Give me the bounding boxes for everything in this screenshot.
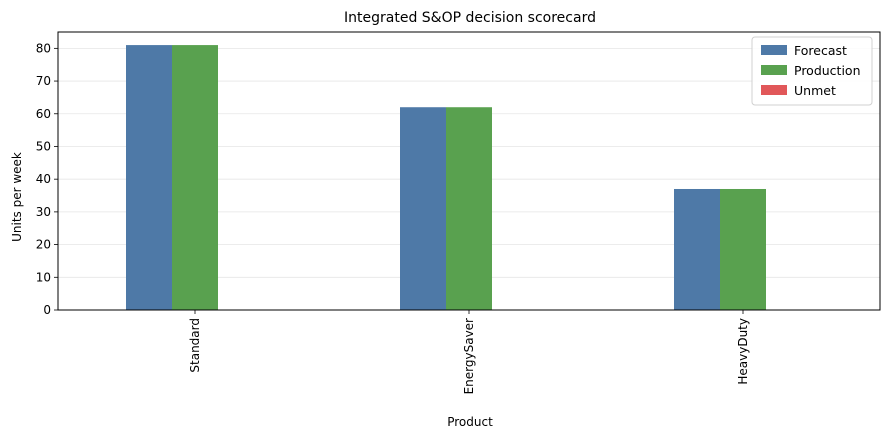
legend-label: Forecast <box>794 43 847 58</box>
bar-production-standard <box>172 45 218 311</box>
legend: Forecast Production Unmet <box>751 36 873 106</box>
y-tick-label: 80 <box>36 41 51 55</box>
bar-forecast-energysaver <box>400 107 446 310</box>
x-tick-label: Standard <box>188 318 202 373</box>
legend-swatch <box>761 85 787 95</box>
bar-production-heavyduty <box>720 188 766 310</box>
x-tick-label: HeavyDuty <box>736 318 750 385</box>
y-tick-label: 70 <box>36 74 51 88</box>
bar-forecast-heavyduty <box>674 188 720 310</box>
y-tick-label: 20 <box>36 238 51 252</box>
x-axis-label: Product <box>447 415 493 429</box>
legend-swatch <box>761 65 787 75</box>
bars <box>126 45 766 311</box>
legend-swatch <box>761 45 787 55</box>
legend-label: Production <box>794 63 861 78</box>
y-tick-label: 10 <box>36 270 51 284</box>
x-axis: Standard EnergySaver HeavyDuty <box>188 310 750 394</box>
y-axis: 0 10 20 30 40 50 60 70 80 <box>36 41 58 317</box>
y-tick-label: 0 <box>43 303 51 317</box>
legend-label: Unmet <box>794 83 836 98</box>
y-axis-label: Units per week <box>10 152 24 242</box>
y-tick-label: 40 <box>36 172 51 186</box>
y-tick-label: 30 <box>36 205 51 219</box>
bar-forecast-standard <box>126 45 172 311</box>
bar-production-energysaver <box>446 107 492 310</box>
x-tick-label: EnergySaver <box>462 318 476 394</box>
y-tick-label: 50 <box>36 139 51 153</box>
y-tick-label: 60 <box>36 107 51 121</box>
chart-title: Integrated S&OP decision scorecard <box>344 10 596 26</box>
